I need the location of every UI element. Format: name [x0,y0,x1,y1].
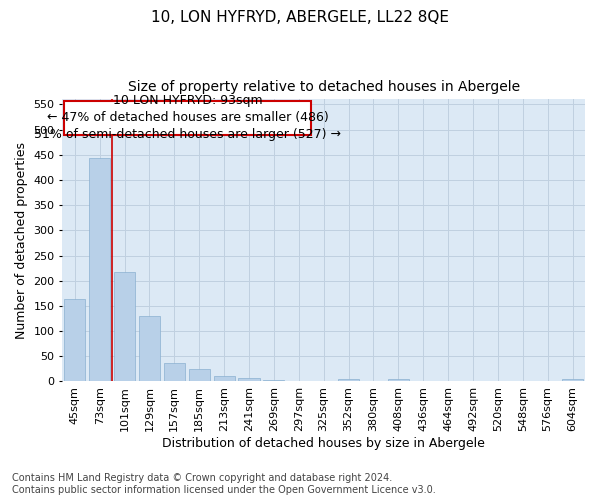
Text: Contains HM Land Registry data © Crown copyright and database right 2024.
Contai: Contains HM Land Registry data © Crown c… [12,474,436,495]
Bar [139,316,160,382]
Bar [338,380,359,382]
Text: 10, LON HYFRYD, ABERGELE, LL22 8QE: 10, LON HYFRYD, ABERGELE, LL22 8QE [151,10,449,25]
Bar [388,380,409,382]
FancyBboxPatch shape [64,102,311,134]
Text: 10 LON HYFRYD: 93sqm
← 47% of detached houses are smaller (486)
51% of semi-deta: 10 LON HYFRYD: 93sqm ← 47% of detached h… [34,94,341,142]
Bar [89,158,110,382]
Bar [114,272,135,382]
Bar [238,378,260,382]
Y-axis label: Number of detached properties: Number of detached properties [15,142,28,339]
Title: Size of property relative to detached houses in Abergele: Size of property relative to detached ho… [128,80,520,94]
Bar [263,380,284,382]
Bar [214,376,235,382]
Bar [164,363,185,382]
Bar [562,380,583,382]
X-axis label: Distribution of detached houses by size in Abergele: Distribution of detached houses by size … [162,437,485,450]
Bar [64,300,85,382]
Bar [188,369,210,382]
